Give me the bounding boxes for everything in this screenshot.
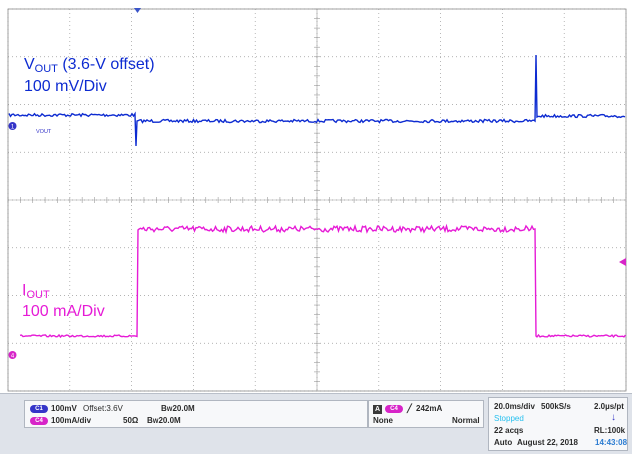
trigger-mode: Normal [452,416,480,425]
ch4-bandwidth: BW20.0M [147,416,181,425]
trigger-level: 242mA [416,404,443,413]
ch4-impedance: 50Ω [123,416,139,425]
ch1-marker-number: 1 [11,125,15,131]
ch4-marker-number: 4 [11,354,15,360]
ch4-ground-marker: 4 [8,351,17,360]
record-length: RL:100k [594,426,626,435]
ch4-pill[interactable]: C4 [30,417,48,425]
trigger-panel[interactable]: A C4 ╱ 242mA None Normal [368,400,484,428]
trigger-slope-icon: ╱ [407,404,412,413]
vout-label-sub: OUT [34,63,58,75]
run-mode: Auto [494,438,513,447]
trigger-coupling: None [373,416,393,425]
sample-rate: 500kS/s [541,402,571,411]
vout-label-main: V [24,56,35,73]
acquisition-panel[interactable]: 20.0ms/div 500kS/s 2.0µs/pt Stopped ↓ 22… [488,397,628,451]
timebase: 20.0ms/div [494,402,535,411]
iout-scale-label: 100 mA/Div [22,303,105,320]
trigger-channel-pill: C4 [385,405,403,413]
iout-label: IOUT [22,283,50,301]
ch4-scale: 100mA/div [51,416,92,425]
graticule-grid [7,8,627,392]
ch1-ground-marker: 1 VOUT [8,122,52,135]
ch1-trace-tag: VOUT [36,129,52,135]
arrow-down-icon: ↓ [611,412,616,423]
waveform-display: 1 VOUT 4 [7,8,627,392]
iout-label-main: I [22,282,27,299]
vout-scale-label: 100 mV/Div [24,78,107,95]
ch1-pill[interactable]: C1 [30,405,48,413]
vout-label: VOUT (3.6-V offset) [24,57,155,75]
ch1-scale: 100mV [51,404,77,413]
bw-icon: B [147,416,153,425]
iout-waveform [19,223,627,339]
acquisition-count: 22 acqs [494,426,524,435]
ch1-offset: Offset:3.6V [83,404,123,413]
run-state: Stopped [494,414,524,423]
ch1-bandwidth: BW20.0M [161,404,195,413]
date: August 22, 2018 [517,438,578,447]
bw-icon: B [161,404,167,413]
resolution: 2.0µs/pt [594,402,624,411]
trigger-level-marker [619,258,626,266]
time: 14:43:08 [595,438,628,447]
vout-waveform [8,54,626,147]
vout-label-rest: (3.6-V offset) [57,56,155,73]
iout-label-sub: OUT [26,289,50,301]
trigger-position-marker [134,8,141,13]
channel-settings-panel[interactable]: C1 100mV Offset:3.6V BW20.0M C4 100mA/di… [24,400,368,428]
trigger-source-box: A [373,405,382,414]
status-bar: C1 100mV Offset:3.6V BW20.0M C4 100mA/di… [0,393,632,454]
